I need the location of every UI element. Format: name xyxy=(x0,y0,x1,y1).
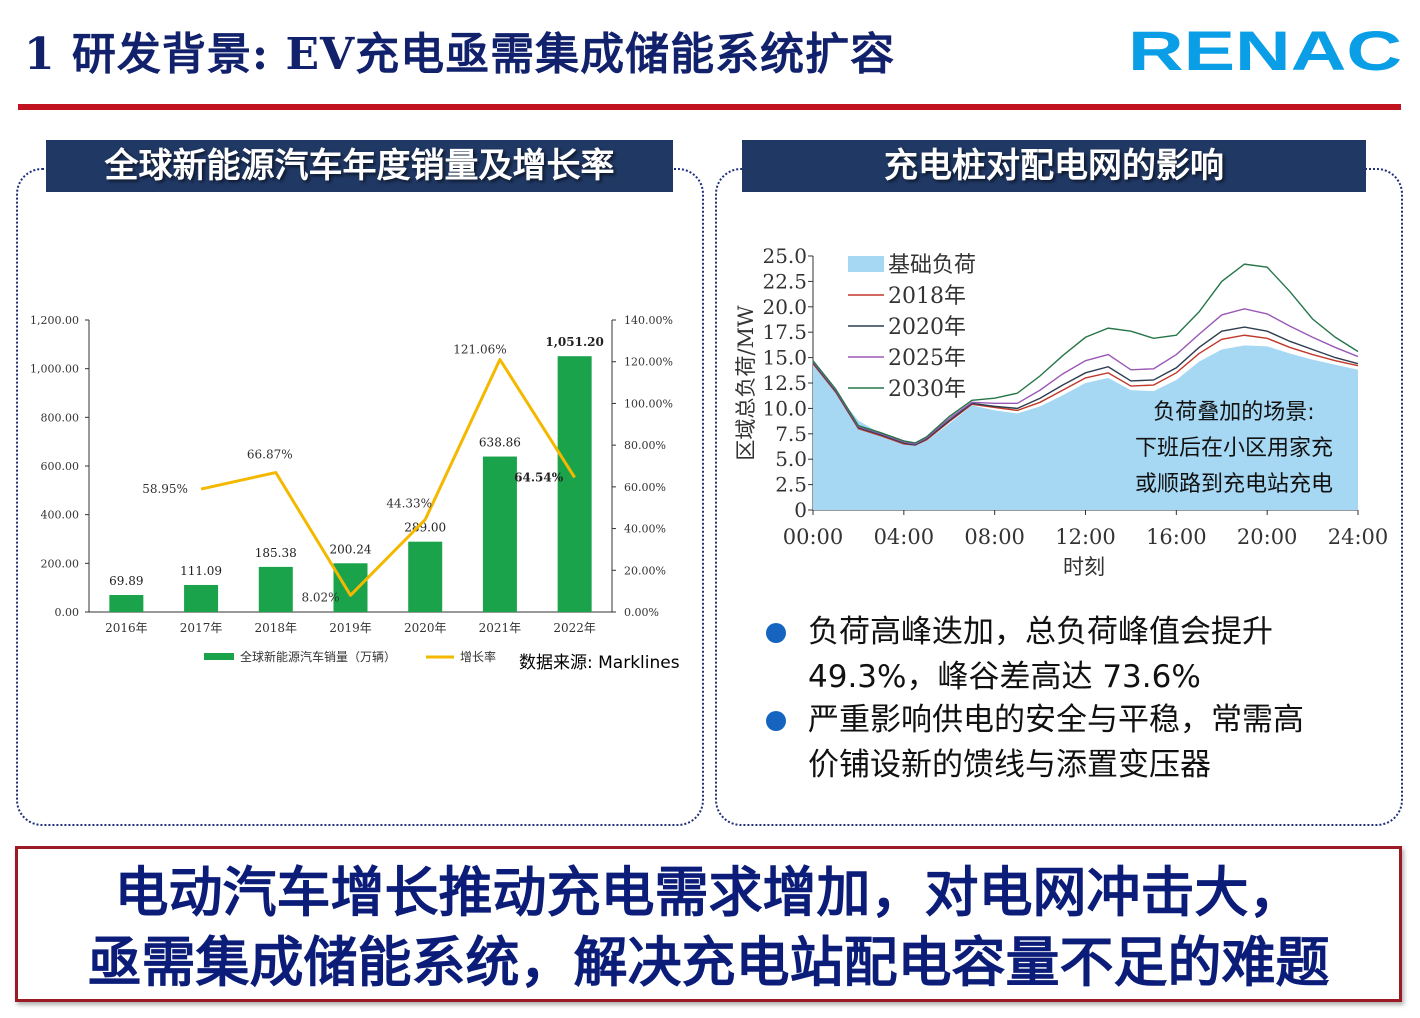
conclusion-line-1: 电动汽车增长推动充电需求增加，对电网冲击大， xyxy=(114,861,1303,924)
sales-value-label: 185.38 xyxy=(255,546,297,560)
legend-label: 2020年 xyxy=(888,315,966,340)
conclusion-line-2: 亟需集成储能系统，解决充电站配电容量不足的难题 xyxy=(87,931,1330,994)
right-tick-label: 140.00% xyxy=(624,314,673,327)
growth-rate-label: 58.95% xyxy=(142,482,188,496)
legend-bar-swatch xyxy=(204,653,234,660)
bullet-line: 49.3%，峰谷差高达 73.6% xyxy=(808,659,1201,695)
y-tick-label: 20.0 xyxy=(762,295,807,319)
x-category-label: 2019年 xyxy=(329,621,372,635)
sales-value-label: 69.89 xyxy=(109,574,143,588)
right-tick-label: 60.00% xyxy=(624,481,666,494)
x-category-label: 2022年 xyxy=(553,621,596,635)
bullet-dot xyxy=(766,711,786,731)
growth-rate-label: 44.33% xyxy=(386,497,432,511)
right-tick-label: 0.00% xyxy=(624,606,659,619)
x-tick-label: 20:00 xyxy=(1237,525,1298,549)
right-tick-label: 20.00% xyxy=(624,564,666,577)
y-tick-label: 12.5 xyxy=(762,371,807,395)
y-tick-label: 0 xyxy=(794,498,807,522)
legend-label: 2030年 xyxy=(888,377,966,402)
scenario-annotation: 负荷叠加的场景: xyxy=(1153,400,1314,425)
legend-swatch xyxy=(848,256,884,272)
x-tick-label: 24:00 xyxy=(1328,525,1389,549)
load-line-2020年 xyxy=(812,326,1359,446)
bullet-line: 负荷高峰迭加，总负荷峰值会提升 xyxy=(808,614,1273,650)
load-line-2018年 xyxy=(812,334,1359,446)
renac-logo: RENAC xyxy=(1128,26,1402,74)
data-source-note: 数据来源: Marklines xyxy=(519,653,680,673)
x-tick-label: 04:00 xyxy=(874,525,935,549)
growth-rate-label: 8.02% xyxy=(301,590,339,604)
load-line-2030年 xyxy=(812,263,1359,444)
right-tick-label: 80.00% xyxy=(624,439,666,452)
left-tick-label: 0.00 xyxy=(55,606,80,619)
sales-bar xyxy=(258,566,293,612)
bullet-item-1: 负荷高峰迭加，总负荷峰值会提升 49.3%，峰谷差高达 73.6% xyxy=(766,610,1366,700)
y-tick-label: 7.5 xyxy=(775,422,807,446)
x-category-label: 2016年 xyxy=(105,621,148,635)
base-load-area xyxy=(813,345,1358,510)
x-category-label: 2021年 xyxy=(479,621,522,635)
sales-value-label: 200.24 xyxy=(330,542,372,556)
sales-value-label: 1,051.20 xyxy=(545,335,603,349)
legend-label: 2025年 xyxy=(888,346,966,371)
y-tick-label: 22.5 xyxy=(762,269,807,293)
scenario-annotation: 下班后在小区用家充 xyxy=(1135,436,1333,461)
x-axis-title: 时刻 xyxy=(1063,555,1105,579)
sales-bar xyxy=(333,563,368,612)
growth-rate-label: 64.54% xyxy=(514,470,564,484)
left-tick-label: 1,000.00 xyxy=(30,363,79,376)
x-tick-label: 16:00 xyxy=(1146,525,1207,549)
left-tick-label: 1,200.00 xyxy=(30,314,79,327)
left-tick-label: 800.00 xyxy=(41,411,80,424)
scenario-annotation: 或顺路到充电站充电 xyxy=(1135,472,1333,497)
legend-label: 基础负荷 xyxy=(888,253,976,278)
title-divider xyxy=(18,104,1401,110)
right-tick-label: 40.00% xyxy=(624,523,666,536)
left-tick-label: 600.00 xyxy=(41,460,80,473)
bullet-line: 价铺设新的馈线与添置变压器 xyxy=(808,747,1211,783)
ev-sales-chart: 0.00 200.00 400.00 600.00 800.00 1,000.00 1,20… xyxy=(30,314,673,664)
legend-line-label: 增长率 xyxy=(460,649,496,664)
right-panel-heading: 充电桩对配电网的影响 xyxy=(742,140,1366,192)
y-tick-label: 2.5 xyxy=(775,473,807,497)
bullet-dot xyxy=(766,623,786,643)
x-category-label: 2018年 xyxy=(255,621,298,635)
y-tick-label: 10.0 xyxy=(762,396,807,420)
sales-bar xyxy=(557,356,592,612)
sales-bar xyxy=(408,541,443,612)
y-tick-label: 25.0 xyxy=(762,244,807,268)
y-axis-title: 区域总负荷/MW xyxy=(734,305,758,461)
bullet-line: 严重影响供电的安全与平稳，常需高 xyxy=(808,702,1304,738)
grid-load-chart: 02.55.07.510.012.515.017.520.022.525.0 00… xyxy=(734,244,1389,579)
sales-bar xyxy=(482,456,517,612)
sales-bar xyxy=(109,594,144,612)
sales-value-label: 638.86 xyxy=(479,436,521,450)
growth-rate-label: 121.06% xyxy=(453,343,506,357)
left-tick-label: 200.00 xyxy=(41,557,80,570)
x-category-label: 2020年 xyxy=(404,621,447,635)
load-line-2025年 xyxy=(812,308,1359,445)
y-tick-label: 15.0 xyxy=(762,346,807,370)
conclusion-box: 电动汽车增长推动充电需求增加，对电网冲击大， 亟需集成储能系统，解决充电站配电容… xyxy=(15,846,1402,1002)
x-tick-label: 08:00 xyxy=(964,525,1025,549)
sales-value-label: 111.09 xyxy=(180,564,222,578)
bullet-item-2: 严重影响供电的安全与平稳，常需高 价铺设新的馈线与添置变压器 xyxy=(766,698,1366,788)
y-tick-label: 5.0 xyxy=(775,447,807,471)
left-panel-heading: 全球新能源汽车年度销量及增长率 xyxy=(46,140,673,192)
x-tick-label: 00:00 xyxy=(783,525,844,549)
logo-text: RENAC xyxy=(1128,26,1402,74)
legend-label: 2018年 xyxy=(888,284,966,309)
right-tick-label: 120.00% xyxy=(624,356,673,369)
growth-rate-label: 66.87% xyxy=(247,448,293,462)
x-category-label: 2017年 xyxy=(180,621,223,635)
legend-bar-label: 全球新能源汽车销量（万辆） xyxy=(240,649,396,664)
sales-bar xyxy=(184,584,219,612)
left-tick-label: 400.00 xyxy=(41,509,80,522)
x-tick-label: 12:00 xyxy=(1055,525,1116,549)
growth-rate-line xyxy=(200,358,576,597)
slide-title: 1 研发背景: EV充电亟需集成储能系统扩容 xyxy=(24,29,896,80)
right-tick-label: 100.00% xyxy=(624,397,673,410)
y-tick-label: 17.5 xyxy=(762,320,807,344)
